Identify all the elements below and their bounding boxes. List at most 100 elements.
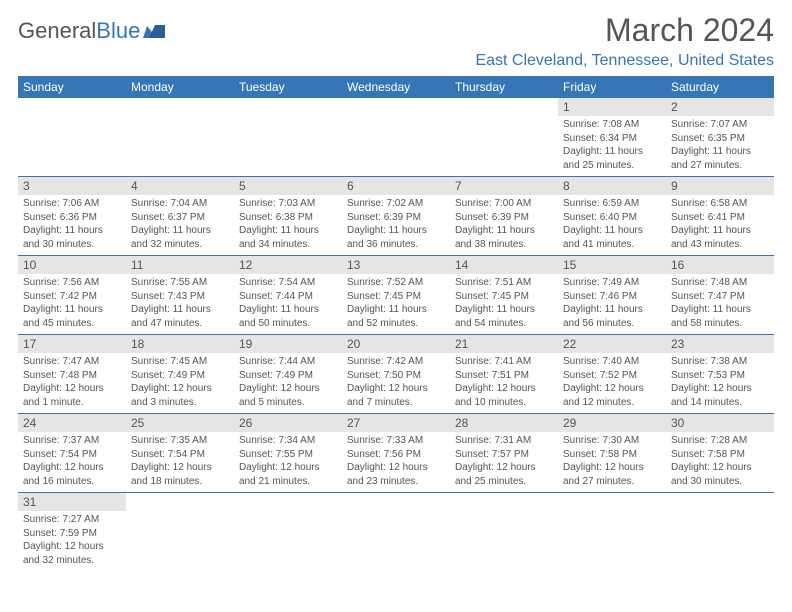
sunrise-line: Sunrise: 7:38 AM bbox=[671, 355, 769, 369]
sunset-line: Sunset: 7:58 PM bbox=[563, 448, 661, 462]
daylight-line: Daylight: 11 hours and 34 minutes. bbox=[239, 224, 337, 251]
location-subtitle: East Cleveland, Tennessee, United States bbox=[475, 52, 774, 70]
day-number: 29 bbox=[558, 414, 666, 432]
day-header: Sunday bbox=[18, 76, 126, 98]
calendar-cell bbox=[126, 493, 234, 572]
sunrise-line: Sunrise: 7:52 AM bbox=[347, 276, 445, 290]
day-number-empty bbox=[558, 493, 666, 511]
calendar-cell: 4Sunrise: 7:04 AMSunset: 6:37 PMDaylight… bbox=[126, 177, 234, 256]
day-details: Sunrise: 7:55 AMSunset: 7:43 PMDaylight:… bbox=[126, 274, 234, 334]
day-details: Sunrise: 7:49 AMSunset: 7:46 PMDaylight:… bbox=[558, 274, 666, 334]
calendar-cell: 11Sunrise: 7:55 AMSunset: 7:43 PMDayligh… bbox=[126, 256, 234, 335]
day-details: Sunrise: 7:34 AMSunset: 7:55 PMDaylight:… bbox=[234, 432, 342, 492]
calendar-cell: 15Sunrise: 7:49 AMSunset: 7:46 PMDayligh… bbox=[558, 256, 666, 335]
calendar-cell: 30Sunrise: 7:28 AMSunset: 7:58 PMDayligh… bbox=[666, 414, 774, 493]
sunrise-line: Sunrise: 7:35 AM bbox=[131, 434, 229, 448]
day-number: 7 bbox=[450, 177, 558, 195]
day-header: Wednesday bbox=[342, 76, 450, 98]
day-number-empty bbox=[666, 493, 774, 511]
sunrise-line: Sunrise: 7:45 AM bbox=[131, 355, 229, 369]
daylight-line: Daylight: 12 hours and 12 minutes. bbox=[563, 382, 661, 409]
sunset-line: Sunset: 7:49 PM bbox=[239, 369, 337, 383]
day-details: Sunrise: 7:54 AMSunset: 7:44 PMDaylight:… bbox=[234, 274, 342, 334]
sunset-line: Sunset: 6:41 PM bbox=[671, 211, 769, 225]
daylight-line: Daylight: 12 hours and 5 minutes. bbox=[239, 382, 337, 409]
day-details: Sunrise: 7:48 AMSunset: 7:47 PMDaylight:… bbox=[666, 274, 774, 334]
sunrise-line: Sunrise: 7:30 AM bbox=[563, 434, 661, 448]
day-number: 23 bbox=[666, 335, 774, 353]
day-number: 30 bbox=[666, 414, 774, 432]
daylight-line: Daylight: 12 hours and 16 minutes. bbox=[23, 461, 121, 488]
day-number: 27 bbox=[342, 414, 450, 432]
calendar-cell: 22 Sunrise: 7:40 AMSunset: 7:52 PMDayligh… bbox=[558, 335, 666, 414]
sunrise-line: Sunrise: 7:28 AM bbox=[671, 434, 769, 448]
day-number-empty bbox=[126, 98, 234, 116]
calendar-cell: 26Sunrise: 7:34 AMSunset: 7:55 PMDayligh… bbox=[234, 414, 342, 493]
daylight-line: Daylight: 11 hours and 56 minutes. bbox=[563, 303, 661, 330]
sunset-line: Sunset: 7:49 PM bbox=[131, 369, 229, 383]
sunrise-line: Sunrise: 6:58 AM bbox=[671, 197, 769, 211]
sunset-line: Sunset: 7:44 PM bbox=[239, 290, 337, 304]
day-header: Thursday bbox=[450, 76, 558, 98]
sunrise-line: Sunrise: 7:55 AM bbox=[131, 276, 229, 290]
day-number: 24 bbox=[18, 414, 126, 432]
logo-mark-icon bbox=[143, 18, 165, 44]
calendar-row: 17Sunrise: 7:47 AMSunset: 7:48 PMDayligh… bbox=[18, 335, 774, 414]
calendar-cell bbox=[450, 98, 558, 177]
sunset-line: Sunset: 7:54 PM bbox=[23, 448, 121, 462]
calendar-cell: 3Sunrise: 7:06 AMSunset: 6:36 PMDaylight… bbox=[18, 177, 126, 256]
day-number-empty bbox=[450, 98, 558, 116]
calendar-cell: 13Sunrise: 7:52 AMSunset: 7:45 PMDayligh… bbox=[342, 256, 450, 335]
day-number: 4 bbox=[126, 177, 234, 195]
day-header: Saturday bbox=[666, 76, 774, 98]
day-number: 12 bbox=[234, 256, 342, 274]
day-number: 19 bbox=[234, 335, 342, 353]
sunrise-line: Sunrise: 7:27 AM bbox=[23, 513, 121, 527]
day-number: 21 bbox=[450, 335, 558, 353]
sunset-line: Sunset: 7:59 PM bbox=[23, 527, 121, 541]
day-header: Tuesday bbox=[234, 76, 342, 98]
sunset-line: Sunset: 7:52 PM bbox=[563, 369, 661, 383]
sunrise-line: Sunrise: 7:04 AM bbox=[131, 197, 229, 211]
sunset-line: Sunset: 7:53 PM bbox=[671, 369, 769, 383]
day-details: Sunrise: 7:02 AMSunset: 6:39 PMDaylight:… bbox=[342, 195, 450, 255]
daylight-line: Daylight: 12 hours and 18 minutes. bbox=[131, 461, 229, 488]
calendar-cell: 19Sunrise: 7:44 AMSunset: 7:49 PMDayligh… bbox=[234, 335, 342, 414]
calendar-cell bbox=[450, 493, 558, 572]
sunrise-line: Sunrise: 7:37 AM bbox=[23, 434, 121, 448]
day-number: 22 bbox=[558, 335, 666, 353]
sunset-line: Sunset: 7:48 PM bbox=[23, 369, 121, 383]
daylight-line: Daylight: 12 hours and 1 minute. bbox=[23, 382, 121, 409]
sunrise-line: Sunrise: 7:40 AM bbox=[563, 355, 661, 369]
day-number: 25 bbox=[126, 414, 234, 432]
day-number: 15 bbox=[558, 256, 666, 274]
calendar-row: 1Sunrise: 7:08 AMSunset: 6:34 PMDaylight… bbox=[18, 98, 774, 177]
day-details: Sunrise: 7:41 AMSunset: 7:51 PMDaylight:… bbox=[450, 353, 558, 413]
sunset-line: Sunset: 7:56 PM bbox=[347, 448, 445, 462]
daylight-line: Daylight: 11 hours and 54 minutes. bbox=[455, 303, 553, 330]
daylight-line: Daylight: 12 hours and 7 minutes. bbox=[347, 382, 445, 409]
sunset-line: Sunset: 6:35 PM bbox=[671, 132, 769, 146]
day-number: 31 bbox=[18, 493, 126, 511]
sunrise-line: Sunrise: 7:56 AM bbox=[23, 276, 121, 290]
day-details: Sunrise: 6:59 AMSunset: 6:40 PMDaylight:… bbox=[558, 195, 666, 255]
day-details: Sunrise: 7:04 AMSunset: 6:37 PMDaylight:… bbox=[126, 195, 234, 255]
sunset-line: Sunset: 6:39 PM bbox=[347, 211, 445, 225]
calendar-table: SundayMondayTuesdayWednesdayThursdayFrid… bbox=[18, 76, 774, 571]
sunset-line: Sunset: 7:54 PM bbox=[131, 448, 229, 462]
day-number-empty bbox=[126, 493, 234, 511]
day-details: Sunrise: 7:28 AMSunset: 7:58 PMDaylight:… bbox=[666, 432, 774, 492]
calendar-header-row: SundayMondayTuesdayWednesdayThursdayFrid… bbox=[18, 76, 774, 98]
daylight-line: Daylight: 11 hours and 36 minutes. bbox=[347, 224, 445, 251]
sunset-line: Sunset: 6:38 PM bbox=[239, 211, 337, 225]
calendar-cell: 1Sunrise: 7:08 AMSunset: 6:34 PMDaylight… bbox=[558, 98, 666, 177]
day-number: 5 bbox=[234, 177, 342, 195]
daylight-line: Daylight: 11 hours and 47 minutes. bbox=[131, 303, 229, 330]
daylight-line: Daylight: 11 hours and 30 minutes. bbox=[23, 224, 121, 251]
daylight-line: Daylight: 11 hours and 41 minutes. bbox=[563, 224, 661, 251]
calendar-cell: 28Sunrise: 7:31 AMSunset: 7:57 PMDayligh… bbox=[450, 414, 558, 493]
sunrise-line: Sunrise: 7:41 AM bbox=[455, 355, 553, 369]
calendar-cell bbox=[234, 98, 342, 177]
calendar-cell: 7Sunrise: 7:00 AMSunset: 6:39 PMDaylight… bbox=[450, 177, 558, 256]
sunrise-line: Sunrise: 7:42 AM bbox=[347, 355, 445, 369]
